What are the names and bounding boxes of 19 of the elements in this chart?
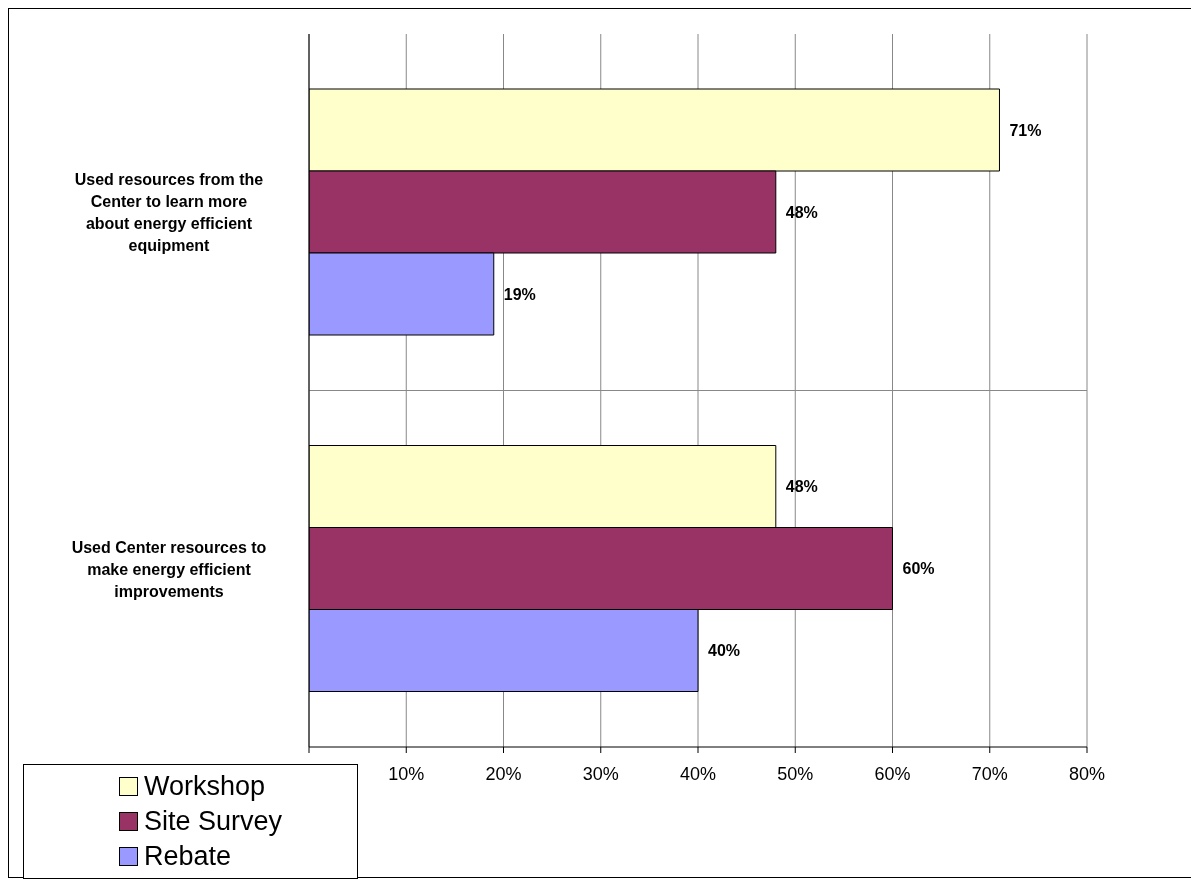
x-tick-label: 70% <box>971 763 1008 784</box>
x-tick-label: 40% <box>679 763 717 784</box>
x-tick-label: 10% <box>388 763 425 784</box>
data-label: 48% <box>785 203 818 221</box>
legend-label: Rebate <box>144 840 232 873</box>
x-tick-label: 80% <box>1068 763 1106 784</box>
x-tick-label: 20% <box>485 763 522 784</box>
y-tick-label: Used Center resources to make energy efficient improvements <box>71 538 267 600</box>
legend-label: Site Survey <box>144 805 283 838</box>
data-label: 48% <box>785 478 818 495</box>
x-tick-label: 50% <box>777 763 814 784</box>
y-tick-label: Used resources from the Center to learn more about energy efficient equipment <box>74 170 264 254</box>
data-label: 60% <box>902 560 935 577</box>
x-tick-label: 60% <box>874 763 911 784</box>
data-label: 40% <box>708 642 741 659</box>
data-label: 71% <box>1009 121 1042 139</box>
x-tick-label: 30% <box>582 763 619 784</box>
data-label: 19% <box>503 285 536 303</box>
legend-label: Workshop <box>144 770 266 803</box>
